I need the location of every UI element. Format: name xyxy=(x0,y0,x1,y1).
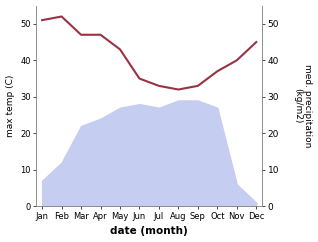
Y-axis label: med. precipitation
(kg/m2): med. precipitation (kg/m2) xyxy=(293,64,313,148)
X-axis label: date (month): date (month) xyxy=(110,227,188,236)
Y-axis label: max temp (C): max temp (C) xyxy=(5,75,15,137)
